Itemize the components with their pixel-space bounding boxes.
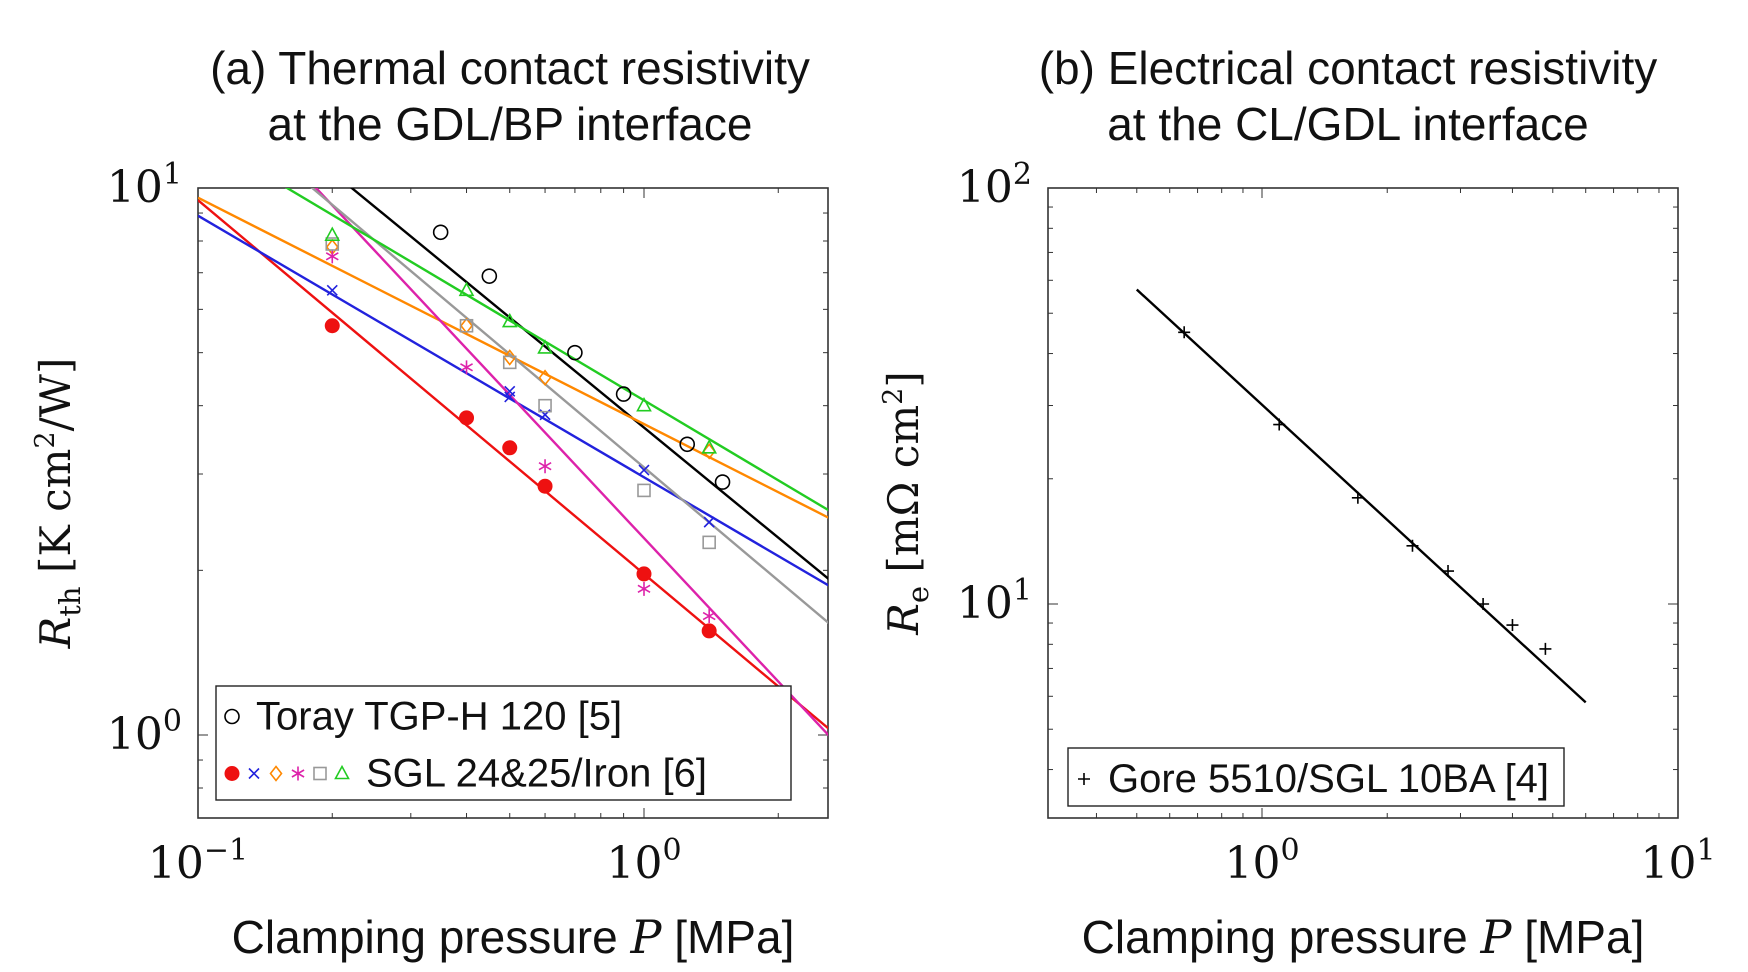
chart-a-point-asterisk (637, 581, 651, 596)
chart-a-point-asterisk (702, 609, 716, 624)
chart-a-point-asterisk (460, 360, 473, 375)
chart-a-point-square (538, 398, 552, 413)
chart-a-point-filled-circle (537, 478, 553, 494)
chart-a-legend-marker-x (248, 767, 260, 780)
chart-a-point-circle (679, 436, 696, 453)
chart-a-point-circle (481, 268, 498, 284)
chart-b-point-plus (1442, 565, 1455, 578)
chart-a-point-diamond (538, 369, 552, 386)
chart-a-fit-line-square (310, 188, 828, 625)
chart-a-point-square (702, 535, 716, 550)
chart-b-x-tick-label: 100 (1224, 833, 1299, 889)
chart-a-subtitle: at the GDL/BP interface (268, 98, 753, 150)
chart-b-plot-frame (1047, 187, 1679, 819)
chart-a-point-asterisk (538, 459, 552, 474)
chart-b-point-plus (1178, 326, 1191, 339)
chart-a-x-tick-label: 100 (606, 833, 681, 889)
chart-b-point-plus (1506, 619, 1519, 632)
chart-a-point-circle (714, 474, 731, 490)
chart-a-legend-marker-triangle (334, 764, 350, 780)
chart-a-legend-marker-diamond (269, 765, 283, 782)
chart-b-title: (b) Electrical contact resistivity (1039, 42, 1658, 94)
chart-a-point-triangle (537, 339, 553, 354)
chart-b-point-plus (1539, 642, 1552, 655)
chart-a-point-asterisk (325, 249, 339, 264)
chart-a-fit-line-triangle (284, 188, 828, 512)
chart-b-legend-marker-plus (1078, 773, 1090, 785)
chart-b-point-plus (1477, 598, 1490, 610)
chart-b-fit-lines (1135, 288, 1587, 704)
chart-a-fit-lines (198, 188, 828, 737)
chart-a-fit-line-diamond (198, 196, 828, 519)
chart-a-point-triangle (324, 226, 341, 241)
chart-b-x-tick-label: 101 (1640, 833, 1715, 889)
chart-a-y-tick-label: 101 (107, 157, 182, 213)
chart-a-point-filled-circle (701, 623, 717, 639)
chart-a-point-x (326, 284, 338, 296)
chart-b-legend: Gore 5510/SGL 10BA [4] (1067, 747, 1565, 807)
chart-a-legend-marker-filled-circle (224, 766, 240, 781)
chart-a-title: (a) Thermal contact resistivity (210, 42, 810, 94)
chart-a-point-filled-circle (324, 318, 340, 334)
chart-a-legend-label: SGL 24&25/Iron [6] (366, 752, 707, 796)
chart-a-point-diamond (460, 317, 474, 335)
chart-marks-layer: 10−1 100 100 101 Toray TGP-H 120 [5] SGL 24&2… (107, 157, 1716, 889)
chart-b-fit-line-plus (1135, 288, 1587, 704)
chart-a-x-tick-label: 10−1 (148, 833, 248, 889)
chart-a-point-filled-circle (459, 410, 475, 426)
chart-a-legend-marker-asterisk (291, 766, 305, 781)
chart-a-point-x (504, 391, 516, 403)
chart-b-point-plus (1273, 418, 1286, 431)
chart-a-plot-frame (197, 187, 829, 819)
chart-a-legend: Toray TGP-H 120 [5] SGL 24&25/Iron [6] (215, 685, 792, 801)
chart-b-point-plus (1351, 491, 1364, 504)
chart-a-point-circle (615, 386, 632, 402)
chart-a-point-square (502, 355, 517, 370)
chart-a-points (324, 224, 731, 639)
chart-a-point-diamond (503, 349, 517, 366)
chart-a-y-axis-label: Rth [K cm2/W] (30, 358, 87, 650)
chart-b-x-axis-label: Clamping pressure P [MPa] (1082, 910, 1645, 964)
chart-a-legend-marker-circle (224, 708, 240, 725)
chart-a-point-x (638, 464, 650, 476)
chart-a-point-triangle (501, 312, 518, 328)
chart-a-ticks (197, 187, 828, 818)
chart-a-point-x (703, 516, 715, 528)
chart-b-subtitle: at the CL/GDL interface (1107, 98, 1589, 150)
chart-a-point-triangle (458, 281, 475, 297)
chart-a-point-triangle (701, 439, 718, 454)
chart-a-point-filled-circle (636, 566, 652, 582)
chart-a-point-filled-circle (502, 440, 518, 456)
chart-b-legend-label: Gore 5510/SGL 10BA [4] (1108, 757, 1549, 801)
chart-a-y-tick-label: 100 (107, 704, 182, 760)
chart-a-point-square (325, 237, 340, 251)
chart-a-legend-label: Toray TGP-H 120 [5] (256, 695, 622, 739)
chart-b-point-plus (1406, 539, 1419, 552)
chart-a-x-axis-label: Clamping pressure P [MPa] (232, 910, 795, 964)
chart-a-point-circle (432, 224, 449, 241)
chart-a-point-circle (567, 344, 583, 361)
chart-a-legend-marker-square (313, 766, 327, 781)
chart-b-y-axis-label: Re [mΩ cm2] (878, 371, 935, 635)
chart-b-y-tick-label: 101 (957, 573, 1032, 629)
chart-a-fit-line-x (198, 214, 828, 587)
chart-b-points (1178, 326, 1552, 655)
chart-a-point-square (459, 318, 474, 333)
chart-a-fit-line-asterisk (314, 188, 828, 737)
chart-b-ticks (1048, 187, 1679, 818)
chart-a-point-square (637, 483, 651, 498)
chart-b-y-tick-label: 102 (957, 157, 1032, 213)
chart-a-point-triangle (636, 396, 652, 412)
chart-a-fit-line-filled-circle (198, 199, 828, 730)
